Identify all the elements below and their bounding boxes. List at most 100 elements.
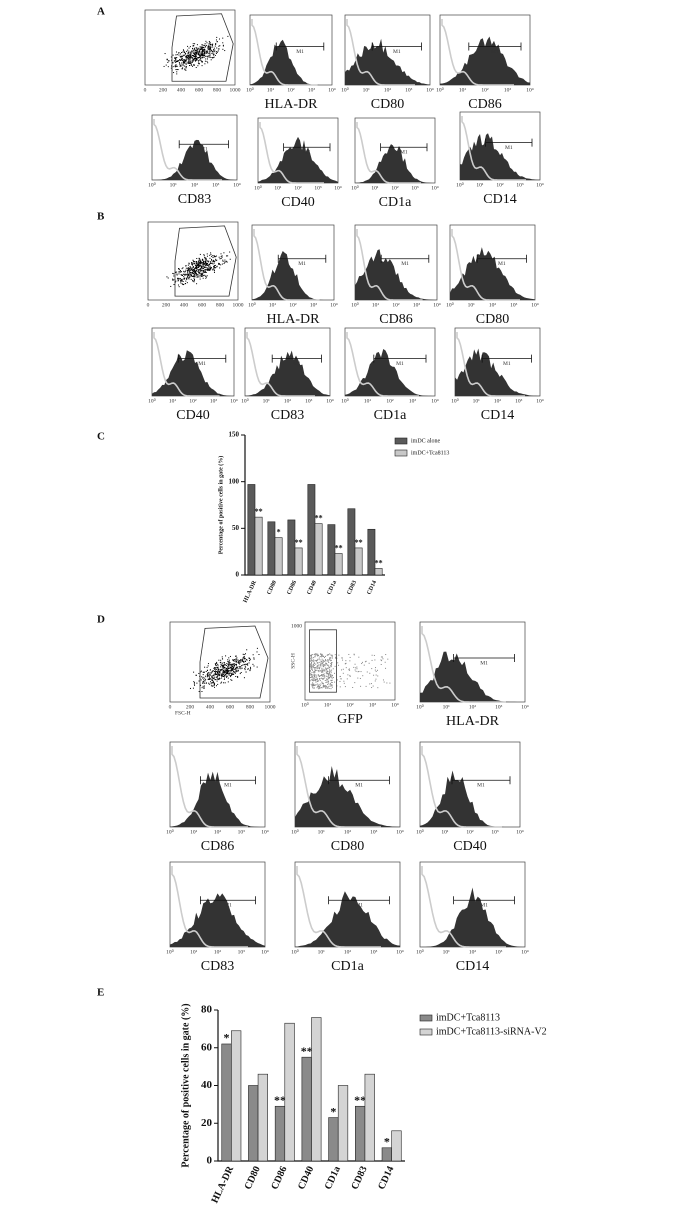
histogram-fill bbox=[295, 766, 400, 827]
event-dot bbox=[187, 269, 189, 271]
event-dot bbox=[220, 674, 222, 676]
event-dot bbox=[189, 65, 191, 67]
event-dot bbox=[200, 671, 202, 673]
event-dot bbox=[215, 674, 217, 676]
axis-tick-label: 10² bbox=[189, 398, 197, 404]
event-dot bbox=[363, 664, 365, 666]
event-dot bbox=[239, 673, 241, 675]
event-dot bbox=[208, 682, 210, 684]
event-dot bbox=[324, 664, 326, 666]
event-dot bbox=[235, 655, 237, 657]
event-dot bbox=[344, 686, 346, 688]
event-dot bbox=[309, 680, 311, 682]
event-dot bbox=[327, 681, 329, 683]
event-dot bbox=[183, 62, 185, 64]
event-dot bbox=[354, 682, 356, 684]
event-dot bbox=[213, 682, 215, 684]
event-dot bbox=[194, 682, 196, 684]
event-dot bbox=[225, 671, 227, 673]
event-dot bbox=[320, 654, 322, 656]
event-dot bbox=[217, 667, 219, 669]
event-dot bbox=[189, 274, 191, 276]
event-dot bbox=[328, 676, 330, 678]
event-dot bbox=[368, 662, 370, 664]
event-dot bbox=[192, 55, 194, 57]
event-dot bbox=[214, 673, 216, 675]
event-dot bbox=[220, 682, 222, 684]
event-dot bbox=[175, 69, 177, 71]
event-dot bbox=[330, 664, 332, 666]
event-dot bbox=[187, 273, 189, 275]
event-dot bbox=[209, 257, 211, 259]
event-dot bbox=[202, 258, 204, 260]
event-dot bbox=[213, 265, 215, 267]
gate-bar bbox=[200, 896, 256, 905]
event-dot bbox=[227, 255, 229, 257]
event-dot bbox=[341, 657, 343, 659]
event-dot bbox=[234, 659, 236, 661]
panel-label: E bbox=[97, 987, 104, 999]
event-dot bbox=[179, 268, 181, 270]
axis-tick-label: 10⁰ bbox=[148, 181, 157, 188]
event-dot bbox=[223, 673, 225, 675]
event-dot bbox=[190, 268, 192, 270]
event-dot bbox=[202, 57, 204, 59]
event-dot bbox=[189, 269, 191, 271]
event-dot bbox=[201, 55, 203, 57]
event-dot bbox=[184, 274, 186, 276]
axis-tick-label: 10³ bbox=[495, 949, 503, 955]
event-dot bbox=[321, 669, 323, 671]
event-dot bbox=[353, 654, 355, 656]
event-dot bbox=[232, 659, 234, 661]
event-dot bbox=[180, 280, 182, 282]
event-dot bbox=[199, 269, 201, 271]
event-dot bbox=[382, 679, 384, 681]
event-dot bbox=[213, 49, 215, 51]
event-dot bbox=[197, 62, 199, 64]
event-dot bbox=[181, 62, 183, 64]
event-dot bbox=[244, 658, 246, 660]
event-dot bbox=[225, 670, 227, 672]
event-dot bbox=[356, 668, 358, 670]
event-dot bbox=[202, 52, 204, 54]
event-dot bbox=[168, 60, 170, 62]
event-dot bbox=[309, 674, 311, 676]
axis-tick-label: 10¹ bbox=[443, 704, 451, 710]
event-dot bbox=[334, 654, 336, 656]
event-dot bbox=[199, 49, 201, 51]
axis-tick-label: 10⁴ bbox=[230, 398, 238, 404]
event-dot bbox=[311, 654, 313, 656]
event-dot bbox=[228, 663, 230, 665]
histogram-fill bbox=[152, 139, 237, 180]
event-dot bbox=[230, 666, 232, 668]
event-dot bbox=[216, 265, 218, 267]
event-dot bbox=[328, 661, 330, 663]
event-dot bbox=[252, 663, 254, 665]
event-dot bbox=[202, 54, 204, 56]
axis-tick-label: 10³ bbox=[212, 182, 220, 188]
event-dot bbox=[324, 675, 326, 677]
event-dot bbox=[314, 684, 316, 686]
event-dot bbox=[199, 55, 201, 57]
event-dot bbox=[210, 683, 212, 685]
event-dot bbox=[253, 657, 255, 659]
event-dot bbox=[349, 675, 351, 677]
event-dot bbox=[313, 675, 315, 677]
gate-label: M1 bbox=[393, 49, 401, 55]
event-dot bbox=[171, 59, 173, 61]
event-dot bbox=[222, 45, 224, 47]
plot-label: HLA-DR bbox=[265, 97, 319, 112]
event-dot bbox=[320, 675, 322, 677]
event-dot bbox=[175, 65, 177, 67]
event-dot bbox=[322, 670, 324, 672]
event-dot bbox=[214, 49, 216, 51]
event-dot bbox=[181, 52, 183, 54]
axis-tick-label: 10⁰ bbox=[351, 184, 360, 191]
event-dot bbox=[323, 656, 325, 658]
event-dot bbox=[322, 664, 324, 666]
event-dot bbox=[212, 255, 214, 257]
event-dot bbox=[191, 52, 193, 54]
gate-label: M1 bbox=[491, 49, 499, 55]
event-dot bbox=[177, 60, 179, 62]
event-dot bbox=[315, 660, 317, 662]
